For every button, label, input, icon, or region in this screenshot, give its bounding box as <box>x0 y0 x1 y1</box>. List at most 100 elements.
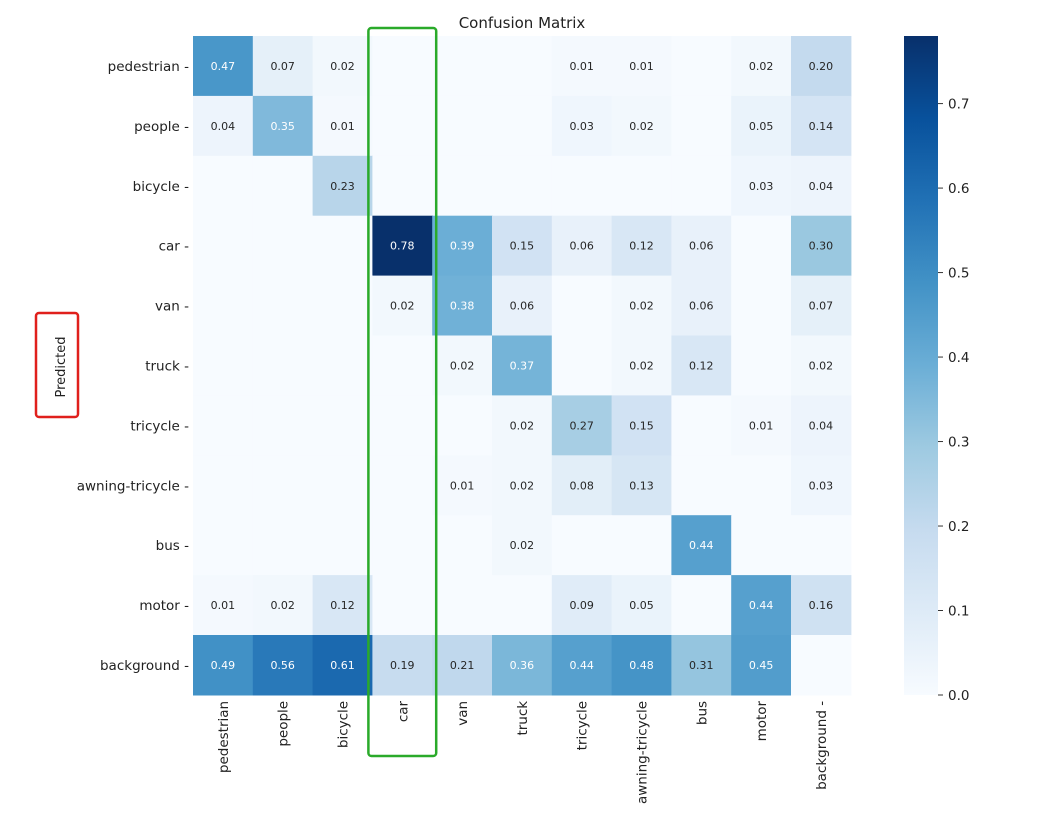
heatmap-cell <box>611 635 672 696</box>
colorbar-tick-label: 0.6 <box>948 181 969 197</box>
heatmap-cell <box>791 215 852 277</box>
cell-value-label: 0.02 <box>629 120 654 133</box>
heatmap-cell <box>551 395 613 456</box>
heatmap-cell <box>551 575 613 636</box>
heatmap-cell <box>671 36 732 97</box>
heatmap-cell <box>432 635 493 696</box>
heatmap-cell <box>611 395 672 456</box>
cell-value-label: 0.02 <box>510 479 535 492</box>
heatmap-cell <box>252 635 314 696</box>
cell-value-label: 0.14 <box>809 120 834 133</box>
heatmap-cell <box>551 275 613 337</box>
heatmap-cell <box>551 335 613 396</box>
cell-value-label: 0.04 <box>211 120 236 133</box>
cell-value-label: 0.15 <box>510 240 535 253</box>
heatmap-cell <box>193 635 254 696</box>
x-tick-label: tricycle <box>575 701 591 751</box>
heatmap-cell <box>252 275 314 337</box>
colorbar-tick-label: 0.4 <box>948 350 969 366</box>
cell-value-label: 0.02 <box>510 419 535 432</box>
x-tick-label: pedestrian <box>216 701 232 773</box>
heatmap-cell <box>312 275 373 337</box>
heatmap-cell <box>731 515 792 576</box>
cell-value-label: 0.20 <box>809 60 834 73</box>
heatmap-cell <box>492 335 553 396</box>
cell-value-label: 0.02 <box>809 359 834 372</box>
heatmap-cell <box>492 455 553 516</box>
cell-value-label: 0.12 <box>330 599 355 612</box>
cell-value-label: 0.44 <box>689 539 714 552</box>
heatmap-cell <box>312 395 373 456</box>
heatmap-cell <box>791 95 852 157</box>
cell-value-label: 0.01 <box>211 599 236 612</box>
cell-value-label: 0.08 <box>569 479 594 492</box>
heatmap-cell <box>492 395 553 456</box>
x-tick-label: bicycle <box>336 701 352 748</box>
cell-value-label: 0.02 <box>270 599 295 612</box>
cell-value-label: 0.37 <box>510 359 535 372</box>
cell-value-label: 0.06 <box>689 240 714 253</box>
heatmap-cell <box>372 335 433 396</box>
cell-value-label: 0.49 <box>211 659 236 672</box>
cell-value-label: 0.02 <box>629 359 654 372</box>
heatmap-cell <box>671 515 732 576</box>
heatmap-cell <box>372 275 433 337</box>
cell-value-label: 0.56 <box>270 659 295 672</box>
heatmap-cell <box>432 275 493 337</box>
heatmap-cell <box>611 275 672 337</box>
heatmap-cell <box>252 215 314 277</box>
heatmap-cell <box>252 575 314 636</box>
heatmap-cell <box>671 215 732 277</box>
heatmap-cell <box>551 455 613 516</box>
heatmap-cell <box>492 36 553 97</box>
heatmap-cell <box>731 155 792 217</box>
cell-value-label: 0.38 <box>450 300 475 313</box>
y-axis-label: Predicted <box>54 336 69 397</box>
heatmap-cell <box>671 395 732 456</box>
heatmap-cell <box>611 335 672 396</box>
heatmap-cell <box>312 515 373 576</box>
heatmap-cell <box>193 455 254 516</box>
cell-value-label: 0.61 <box>330 659 355 672</box>
cell-value-label: 0.39 <box>450 240 475 253</box>
heatmap-cell <box>252 515 314 576</box>
cell-value-label: 0.45 <box>749 659 774 672</box>
x-tick-label: truck <box>515 701 531 736</box>
heatmap-cell <box>193 95 254 157</box>
heatmap-cell <box>731 215 792 277</box>
heatmap-cell <box>791 395 852 456</box>
heatmap-cell <box>492 215 553 277</box>
cell-value-label: 0.07 <box>809 300 834 313</box>
heatmap-cell <box>791 575 852 636</box>
heatmap-cell <box>551 95 613 157</box>
heatmap-cell <box>551 36 613 97</box>
heatmap-cell <box>611 575 672 636</box>
heatmap-cell <box>372 575 433 636</box>
heatmap-cell <box>312 95 373 157</box>
heatmap-cell <box>193 275 254 337</box>
heatmap-cell <box>372 455 433 516</box>
heatmap-cell <box>731 575 792 636</box>
cell-value-label: 0.03 <box>569 120 594 133</box>
heatmap-cell <box>791 36 852 97</box>
cell-value-label: 0.05 <box>629 599 654 612</box>
heatmap-cell <box>731 36 792 97</box>
heatmap-cell <box>372 155 433 217</box>
cell-value-label: 0.21 <box>450 659 475 672</box>
heatmap-cell <box>492 575 553 636</box>
heatmap-cell <box>193 155 254 217</box>
cell-value-label: 0.02 <box>510 539 535 552</box>
cell-value-label: 0.78 <box>390 240 415 253</box>
cell-value-label: 0.06 <box>569 240 594 253</box>
heatmap-cell <box>671 455 732 516</box>
cell-value-label: 0.07 <box>270 60 295 73</box>
x-axis-ticks: pedestrian people bicycle car van truck tricyc… <box>216 700 830 804</box>
heatmap-cell <box>551 155 613 217</box>
cell-value-label: 0.47 <box>211 60 236 73</box>
heatmap-cell <box>372 95 433 157</box>
cell-value-label: 0.01 <box>450 479 475 492</box>
heatmap-cell <box>671 635 732 696</box>
cell-value-label: 0.03 <box>809 479 834 492</box>
heatmap-cell <box>731 395 792 456</box>
